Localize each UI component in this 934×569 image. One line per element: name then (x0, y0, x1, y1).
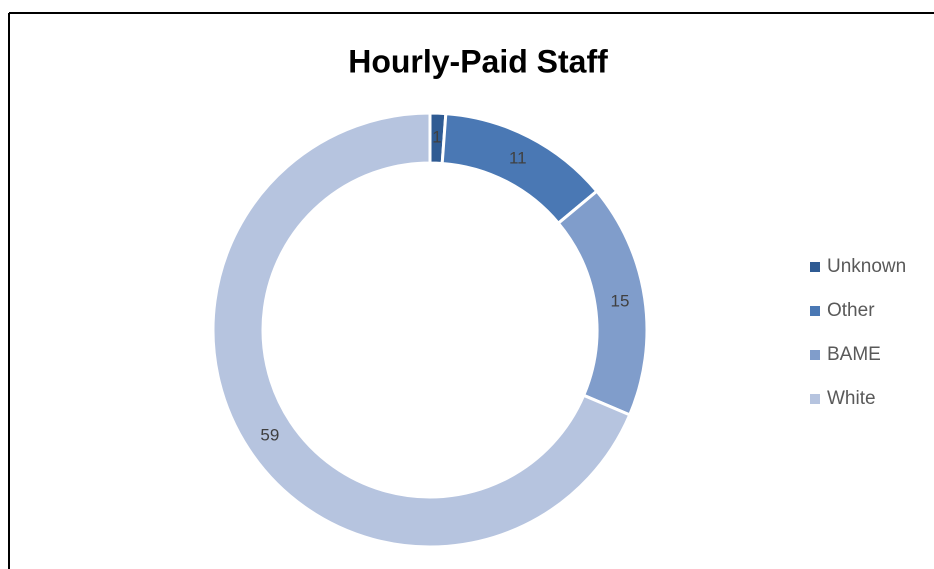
legend-swatch (810, 350, 820, 360)
legend-label: BAME (827, 344, 881, 365)
legend-label: Other (827, 300, 875, 321)
donut-segment (440, 111, 599, 226)
chart-title: Hourly-Paid Staff (348, 43, 608, 79)
legend-label: White (827, 388, 876, 409)
data-label: 59 (260, 425, 279, 444)
data-label: 1 (432, 128, 441, 147)
donut-segment (211, 111, 632, 549)
legend-swatch (810, 394, 820, 404)
data-label: 15 (610, 292, 629, 311)
data-label: 11 (509, 149, 527, 168)
legend-swatch (810, 262, 820, 272)
donut-segment (556, 189, 649, 417)
legend-swatch (810, 306, 820, 316)
legend-label: Unknown (827, 256, 906, 277)
